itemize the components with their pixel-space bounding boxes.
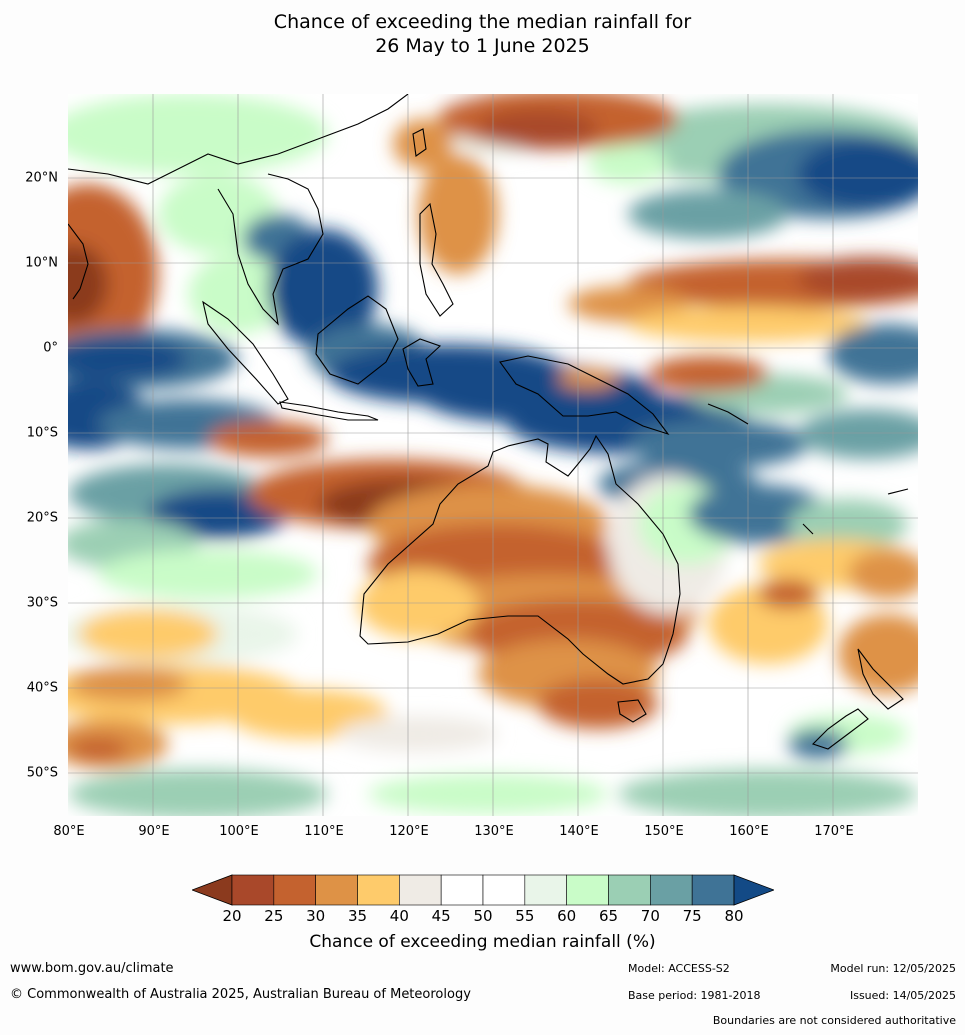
colorbar-tick-label: 45 (431, 907, 451, 925)
lon-label: 110°E (304, 824, 344, 839)
lon-label: 150°E (644, 824, 684, 839)
footer-model-run: Model run: 12/05/2025 (830, 962, 956, 975)
lon-label: 170°E (814, 824, 854, 839)
map-title: Chance of exceeding the median rainfall … (0, 10, 965, 58)
footer-issued: Issued: 14/05/2025 (849, 989, 956, 1002)
lon-label: 80°E (53, 824, 85, 839)
colorbar-segment (357, 874, 400, 906)
footer-disclaimer: Boundaries are not considered authoritat… (712, 1014, 956, 1027)
lat-label: 10°S (26, 425, 58, 441)
lon-label: 140°E (559, 824, 599, 839)
colorbar-tick-label: 20 (222, 907, 242, 925)
colorbar-tick-label: 65 (598, 907, 619, 925)
lat-label: 40°S (26, 680, 58, 696)
footer-url: www.bom.gov.au/climate (10, 961, 174, 976)
colorbar-tick-label: 70 (640, 907, 660, 925)
colorbar-segment (524, 874, 567, 906)
colorbar-segment (566, 874, 609, 906)
map-gridlines (68, 94, 918, 816)
lat-label: 30°S (26, 595, 58, 611)
lat-label: 20°N (25, 170, 58, 186)
colorbar-title: Chance of exceeding median rainfall (%) (309, 932, 656, 952)
colorbar-segment (315, 874, 358, 906)
title-line-1: Chance of exceeding the median rainfall … (273, 11, 692, 33)
lon-label: 130°E (474, 824, 514, 839)
colorbar-segment (482, 874, 526, 906)
colorbar-extend-low (192, 874, 233, 906)
colorbar-segment (691, 874, 735, 906)
lon-label: 160°E (729, 824, 769, 839)
colorbar-segment (399, 874, 442, 906)
colorbar-segment (650, 874, 693, 906)
colorbar-tick-label: 30 (306, 907, 326, 925)
coastlines (68, 94, 909, 750)
footer-model: Model: ACCESS-S2 (628, 962, 730, 975)
lat-label: 50°S (26, 765, 58, 781)
colorbar-segment (440, 874, 484, 906)
lon-label: 90°E (138, 824, 170, 839)
colorbar-tick-label: 25 (264, 907, 284, 925)
colorbar-tick-label: 35 (347, 907, 368, 925)
colorbar-segment (231, 874, 275, 906)
lon-label: 100°E (219, 824, 259, 839)
colorbar-tick-label: 75 (682, 907, 702, 925)
title-line-2: 26 May to 1 June 2025 (375, 35, 590, 57)
colorbar-tick-label: 80 (724, 907, 744, 925)
colorbar-tick-label: 60 (557, 907, 577, 925)
colorbar-tick-label: 55 (515, 907, 535, 925)
colorbar-tick-label: 40 (389, 907, 409, 925)
lat-label: 0° (43, 340, 58, 356)
lat-label: 20°S (26, 510, 58, 526)
colorbar-segment (608, 874, 651, 906)
colorbar (192, 874, 774, 906)
colorbar-segment (273, 874, 316, 906)
footer-copyright: © Commonwealth of Australia 2025, Austra… (10, 987, 471, 1002)
footer-base-period: Base period: 1981-2018 (628, 989, 761, 1002)
colorbar-extend-high (733, 874, 774, 906)
rainfall-map (68, 94, 918, 816)
lon-label: 120°E (389, 824, 429, 839)
lat-label: 10°N (25, 255, 58, 271)
colorbar-tick-label: 50 (473, 907, 493, 925)
